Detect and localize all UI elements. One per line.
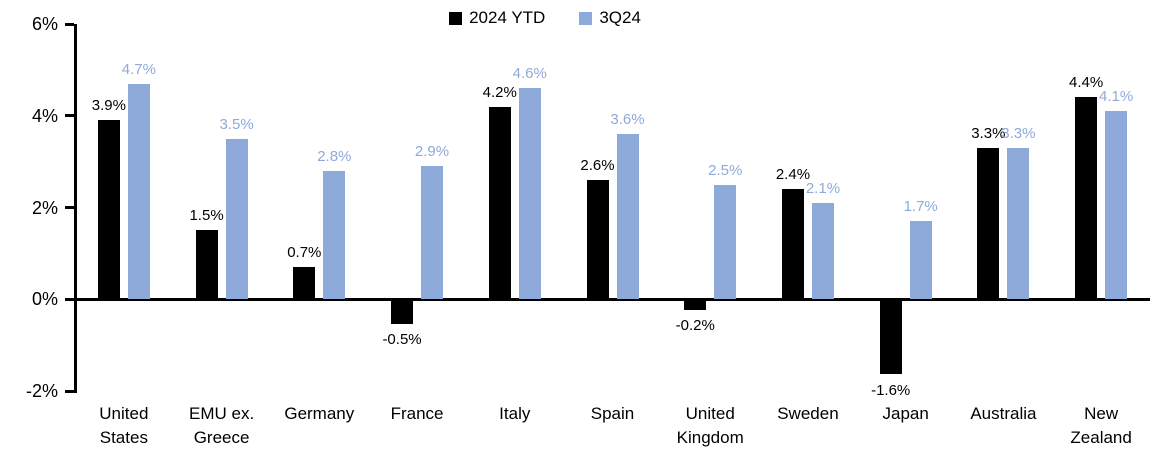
data-label-3q24: 2.8%: [317, 147, 352, 165]
y-axis-tick: [65, 297, 74, 301]
data-label-3q24: 3.3%: [1001, 124, 1036, 142]
data-label-2024-ytd: 3.9%: [91, 97, 126, 115]
data-label-3q24: 1.7%: [903, 198, 938, 216]
legend-label-2024-ytd: 2024 YTD: [469, 8, 546, 27]
bar-3q24: [323, 170, 346, 300]
category-label: Germany: [284, 404, 355, 423]
category-label: Sweden: [777, 404, 839, 423]
y-axis-tick: [65, 389, 74, 393]
data-label-2024-ytd: -1.6%: [871, 381, 911, 399]
data-label-2024-ytd: 2.4%: [775, 166, 811, 184]
data-label-2024-ytd: 3.3%: [971, 124, 1006, 142]
bar-2024-ytd: [488, 106, 511, 300]
bar-3q24: [811, 202, 834, 300]
bar-2024-ytd: [879, 300, 902, 375]
bar-3q24: [127, 83, 150, 300]
bar-2024-ytd: [586, 179, 609, 300]
data-label-3q24: 3.5%: [219, 115, 254, 133]
bar-3q24: [909, 221, 932, 300]
bar-3q24: [1007, 147, 1030, 300]
y-axis-label: 6%: [31, 14, 58, 34]
bar-2024-ytd: [391, 300, 414, 324]
y-axis-tick: [65, 22, 74, 26]
bar-2024-ytd: [195, 230, 218, 300]
bar-3q24: [225, 138, 248, 300]
bar-3q24: [714, 184, 737, 300]
data-label-2024-ytd: -0.5%: [382, 331, 422, 349]
data-label-3q24: 4.6%: [512, 65, 547, 83]
data-label-2024-ytd: 4.4%: [1069, 74, 1104, 92]
bar-2024-ytd: [1075, 97, 1098, 300]
bar-3q24: [616, 134, 639, 300]
bar-3q24: [518, 88, 541, 300]
bar-2024-ytd: [97, 120, 120, 300]
data-label-3q24: 3.6%: [610, 111, 645, 129]
y-axis-label: 4%: [31, 105, 58, 126]
category-label: United States: [99, 404, 149, 447]
y-axis-label: 0%: [31, 289, 58, 310]
y-axis-label: 2%: [31, 197, 58, 218]
category-label: Italy: [499, 404, 531, 423]
category-label: France: [390, 404, 444, 423]
bar-2024-ytd: [977, 147, 1000, 300]
legend-swatch-3q24-icon: [579, 11, 593, 25]
y-axis-label: -2%: [25, 381, 58, 401]
y-axis-tick: [65, 206, 74, 209]
data-label-3q24: 2.5%: [708, 161, 743, 179]
data-label-2024-ytd: 0.7%: [287, 244, 322, 262]
y-axis-line: [74, 24, 77, 393]
legend: 2024 YTD 3Q24: [0, 8, 1090, 28]
legend-item-3q24: 3Q24: [579, 8, 641, 28]
bar-3q24: [1105, 111, 1128, 300]
category-label: New Zealand: [1070, 404, 1132, 447]
data-label-3q24: 4.7%: [121, 60, 156, 78]
data-label-2024-ytd: 2.6%: [580, 156, 615, 174]
legend-swatch-2024-ytd-icon: [449, 11, 463, 25]
category-label: Spain: [590, 404, 635, 423]
legend-label-3q24: 3Q24: [599, 8, 641, 27]
x-axis-zero-line: [74, 297, 1150, 301]
bar-2024-ytd: [293, 267, 316, 300]
category-label: EMU ex. Greece: [188, 404, 255, 447]
data-label-2024-ytd: 1.5%: [189, 207, 224, 225]
data-label-3q24: 2.9%: [414, 143, 450, 161]
y-axis-tick: [65, 114, 74, 118]
data-label-2024-ytd: -0.2%: [675, 317, 715, 335]
category-label: United Kingdom: [676, 404, 744, 447]
bar-2024-ytd: [684, 300, 707, 310]
bar-2024-ytd: [781, 189, 804, 300]
data-label-3q24: 4.1%: [1099, 88, 1134, 106]
category-label: Japan: [882, 404, 929, 423]
data-label-3q24: 2.1%: [805, 179, 841, 197]
legend-item-2024-ytd: 2024 YTD: [449, 8, 545, 28]
data-label-2024-ytd: 4.2%: [482, 83, 517, 101]
category-label: Australia: [970, 404, 1037, 423]
bar-3q24: [421, 166, 444, 300]
